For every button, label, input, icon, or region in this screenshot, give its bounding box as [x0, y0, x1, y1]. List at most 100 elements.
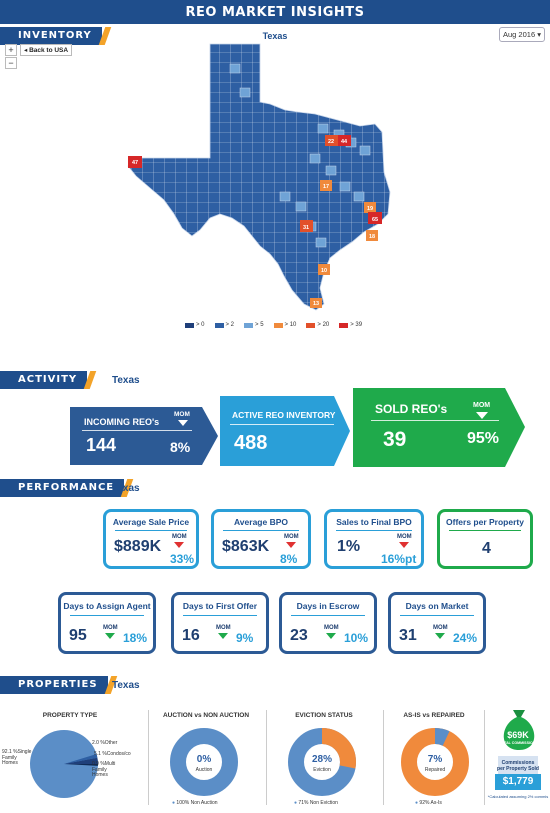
total-commission-label: TOTAL COMMISSION*	[499, 741, 537, 745]
card-value: $863K	[222, 538, 270, 555]
donut-center-label: Eviction	[313, 767, 331, 773]
days-in-escrow-card[interactable]: Days in Escrow 23 MOM 10%	[279, 592, 377, 654]
card-mom: 18%	[123, 631, 148, 645]
pie-slice-other[interactable]	[64, 754, 98, 764]
legend-label: > 2	[225, 322, 235, 328]
legend-swatch	[339, 322, 349, 328]
card-value: 4	[482, 540, 491, 557]
map-label: 19	[367, 206, 373, 212]
eviction-panel: EVICTION STATUS 28% Eviction ● 71% Non E…	[268, 706, 380, 806]
down-arrow-icon	[286, 542, 296, 548]
condo-label: 5.1 %Condos/co	[94, 751, 131, 757]
activity-state: Texas	[112, 375, 140, 386]
down-arrow-icon	[326, 633, 336, 639]
active-inventory-card[interactable]: ACTIVE REO INVENTORY 488	[220, 396, 350, 466]
map-label: 31	[303, 225, 309, 231]
card-title: Average BPO	[233, 517, 288, 527]
donut-center-pct: 7%	[428, 754, 443, 765]
property-type-pie[interactable]	[28, 728, 100, 800]
asis-panel: AS-IS vs REPAIRED 7% Repaired ● 92% As-I…	[385, 706, 483, 806]
map-label: 17	[323, 184, 329, 190]
app-title: REO MARKET INSIGHTS	[185, 4, 365, 20]
other-label: 2.0 %Other	[92, 740, 118, 746]
down-arrow-icon	[399, 542, 409, 548]
mom-label: MOM	[284, 534, 299, 540]
per-property-label-1: Commissions	[501, 760, 535, 766]
offers-per-property-card[interactable]: Offers per Property 4	[437, 509, 533, 569]
performance-tab: PERFORMANCE	[0, 479, 134, 497]
legend-item: > 39	[339, 322, 362, 328]
zoom-in-button[interactable]: +	[5, 44, 17, 56]
legend-label: > 20	[317, 322, 330, 328]
map-label: 13	[313, 301, 319, 307]
sold-label: SOLD REO's	[375, 402, 448, 416]
card-mom: 8%	[280, 552, 298, 566]
date-select-value: Aug 2016	[503, 30, 536, 39]
card-title: Days in Escrow	[296, 601, 360, 611]
asis-legend: ● 92% As-Is	[415, 800, 442, 806]
legend-swatch	[214, 322, 224, 328]
avg-bpo-card[interactable]: Average BPO $863K MOM 8%	[211, 509, 311, 569]
chevron-down-icon: ▾	[537, 30, 541, 39]
card-mom: 10%	[344, 631, 369, 645]
mom-label: MOM	[216, 625, 231, 631]
donut-center-label: Auction	[196, 767, 213, 773]
legend-item: > 0	[185, 322, 205, 328]
legend-item: > 10	[273, 322, 296, 328]
property-type-panel: PROPERTY TYPE 92.1 %Single Family Homes …	[0, 706, 140, 806]
sold-reo-card[interactable]: SOLD REO's MOM 39 95%	[353, 388, 525, 467]
mom-label: MOM	[172, 534, 187, 540]
performance-state: Texas	[112, 483, 140, 494]
highlighted-counties[interactable]: 47 22 44 17 31 19 65 18 10 13	[128, 135, 382, 308]
texas-map[interactable]: 47 22 44 17 31 19 65 18 10 13	[120, 42, 420, 317]
card-mom: 33%	[170, 552, 195, 566]
legend-swatch	[306, 322, 316, 328]
map-legend: > 0 > 2 > 5 > 10 > 20 > 39	[185, 322, 362, 328]
texas-outline[interactable]	[127, 43, 391, 311]
legend-swatch	[273, 322, 283, 328]
incoming-mom: 8%	[170, 439, 191, 455]
donut-ring-repaired[interactable]	[401, 728, 469, 796]
pie-slice-multi-family[interactable]	[64, 764, 98, 766]
down-arrow-icon	[435, 633, 445, 639]
incoming-mom-label: MOM	[174, 411, 190, 418]
asis-donut[interactable]: 7% Repaired	[399, 726, 471, 798]
down-arrow-icon	[218, 633, 228, 639]
days-on-market-card[interactable]: Days on Market 31 MOM 24%	[388, 592, 486, 654]
card-value: 23	[290, 627, 308, 644]
active-label: ACTIVE REO INVENTORY	[232, 410, 336, 420]
legend-swatch	[185, 322, 194, 328]
mom-label: MOM	[103, 625, 118, 631]
pie-slice-condo[interactable]	[64, 757, 98, 764]
card-value: 95	[69, 627, 87, 644]
legend-swatch	[244, 322, 254, 328]
eviction-legend: ● 71% Non Eviction	[294, 800, 338, 806]
days-to-first-offer-card[interactable]: Days to First Offer 16 MOM 9%	[171, 592, 269, 654]
incoming-reo-card[interactable]: INCOMING REO's MOM 144 8%	[70, 407, 218, 465]
money-bag-icon	[503, 710, 535, 750]
card-title: Days to First Offer	[182, 601, 258, 611]
panel-title: AS-IS vs REPAIRED	[403, 712, 465, 719]
panel-title: EVICTION STATUS	[295, 712, 353, 719]
map-label: 65	[372, 217, 378, 223]
days-to-assign-agent-card[interactable]: Days to Assign Agent 95 MOM 18%	[58, 592, 156, 654]
panel-title: PROPERTY TYPE	[42, 712, 98, 719]
per-property-value: $1,779	[495, 774, 541, 790]
card-title: Days on Market	[405, 601, 469, 611]
eviction-donut[interactable]: 28% Eviction	[286, 726, 358, 798]
donut-center-label: Repaired	[425, 767, 446, 773]
avg-sale-price-card[interactable]: Average Sale Price $889K MOM 33%	[103, 509, 199, 569]
sold-mom-label: MOM	[473, 402, 491, 409]
date-select[interactable]: Aug 2016 ▾	[499, 27, 545, 42]
activity-tab-label: ACTIVITY	[0, 371, 88, 389]
donut-ring-eviction[interactable]	[288, 728, 356, 796]
back-to-usa-button[interactable]: ◂ Back to USA	[20, 44, 73, 56]
zoom-out-button[interactable]: −	[5, 57, 17, 69]
map-label: 18	[369, 234, 375, 240]
auction-donut[interactable]: 0% Auction	[168, 726, 240, 798]
donut-ring[interactable]	[170, 728, 238, 796]
sold-value: 39	[383, 428, 407, 451]
sales-to-final-bpo-card[interactable]: Sales to Final BPO 1% MOM 16%pt	[324, 509, 424, 569]
map-label: 10	[321, 268, 327, 274]
commission-footnote: *Calculated assuming 2% commis	[487, 794, 549, 799]
